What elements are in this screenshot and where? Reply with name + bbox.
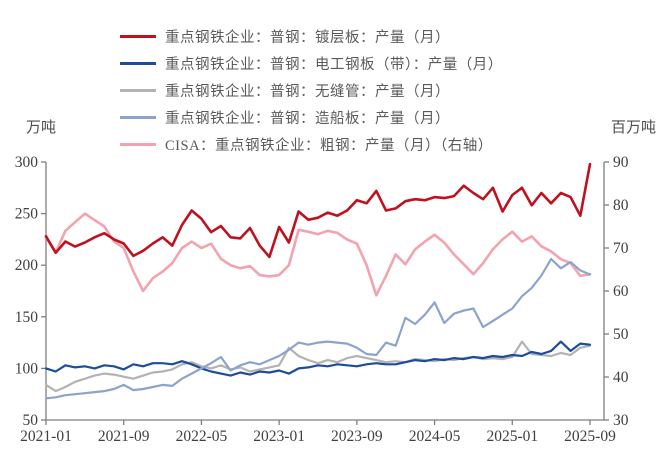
legend-label-crude-steel-cisa: CISA：重点钢铁企业：粗钢：产量（月）（右轴） (165, 138, 493, 154)
x-axis-tick-label: 2024-05 (409, 428, 461, 445)
x-axis-tick-label: 2025-09 (564, 428, 616, 445)
chart-legend: 重点钢铁企业：普钢：镀层板：产量（月） 重点钢铁企业：普钢：电工钢板（带）：产量（… (120, 23, 503, 158)
right-axis-unit-label: 百万吨 (610, 120, 656, 136)
left-axis-tick-label: 250 (15, 206, 39, 223)
x-axis-tick-label: 2022-05 (176, 428, 228, 445)
legend-swatch-crude-steel-cisa (120, 143, 156, 146)
legend-label-seamless-tube: 重点钢铁企业：普钢：无缝管：产量（月） (165, 84, 450, 100)
legend-item-seamless-tube: 重点钢铁企业：普钢：无缝管：产量（月） (120, 77, 503, 104)
legend-swatch-electrical-sheet (120, 62, 156, 65)
series-line-coated-sheet (44, 162, 592, 259)
series-line-shipbuilding-plate (44, 257, 592, 400)
series-line-electrical-sheet (44, 340, 592, 377)
legend-label-coated-sheet: 重点钢铁企业：普钢：镀层板：产量（月） (165, 30, 450, 46)
legend-label-shipbuilding-plate: 重点钢铁企业：普钢：造船板：产量（月） (165, 111, 450, 127)
legend-item-coated-sheet: 重点钢铁企业：普钢：镀层板：产量（月） (120, 23, 503, 50)
x-axis-tick-label: 2021-01 (20, 428, 72, 445)
x-axis-tick-label: 2023-01 (253, 428, 305, 445)
right-axis-tick-label: 60 (613, 283, 629, 300)
left-axis-tick-label: 150 (15, 309, 39, 326)
left-axis-tick-label: 100 (15, 360, 39, 377)
legend-item-electrical-sheet: 重点钢铁企业：普钢：电工钢板（带）：产量（月） (120, 50, 503, 77)
legend-swatch-shipbuilding-plate (120, 116, 156, 119)
left-axis-unit-label: 万吨 (26, 120, 57, 136)
x-axis-tick-label: 2023-09 (331, 428, 383, 445)
legend-item-shipbuilding-plate: 重点钢铁企业：普钢：造船板：产量（月） (120, 104, 503, 131)
right-axis-tick-label: 40 (613, 369, 629, 386)
left-axis-tick-label: 300 (15, 154, 39, 171)
right-axis-tick-label: 30 (613, 412, 629, 429)
legend-swatch-seamless-tube (120, 89, 156, 92)
legend-label-electrical-sheet: 重点钢铁企业：普钢：电工钢板（带）：产量（月） (165, 57, 503, 73)
right-axis-tick-label: 90 (613, 154, 629, 171)
left-axis-tick-label: 50 (23, 412, 39, 429)
x-axis-tick-label: 2025-01 (486, 428, 538, 445)
legend-item-crude-steel-cisa: CISA：重点钢铁企业：粗钢：产量（月）（右轴） (120, 131, 503, 158)
right-axis-tick-label: 70 (613, 240, 629, 257)
series-line-crude-steel-cisa (44, 212, 592, 297)
legend-swatch-coated-sheet (120, 35, 156, 38)
series-line-seamless-tube (44, 340, 592, 393)
right-axis-tick-label: 80 (613, 197, 629, 214)
right-axis-tick-label: 50 (613, 326, 629, 343)
x-axis-tick-label: 2021-09 (98, 428, 150, 445)
left-axis-tick-label: 200 (15, 257, 39, 274)
